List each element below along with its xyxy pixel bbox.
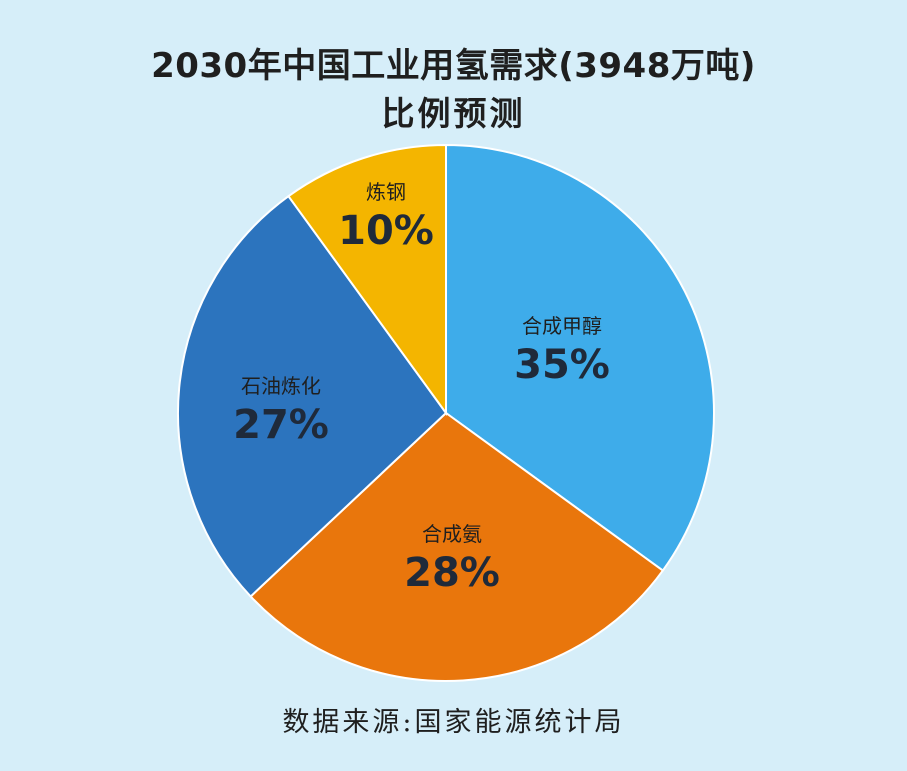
pie-slices — [177, 143, 715, 682]
chart-title-line-2: 比例预测 — [381, 94, 526, 133]
pie-labels: 合成甲醇 35% 合成氨 28% 石油炼化 27% 炼钢 10% — [233, 180, 610, 596]
slice-label-refining: 石油炼化 — [241, 374, 321, 398]
slice-percent-refining: 27% — [233, 402, 329, 448]
data-source-note: 数据来源:国家能源统计局 — [282, 707, 625, 738]
slice-percent-ammonia: 28% — [404, 550, 500, 596]
slice-percent-steel: 10% — [338, 208, 434, 254]
slice-percent-methanol: 35% — [514, 342, 610, 388]
slice-label-steel: 炼钢 — [366, 180, 406, 204]
slice-label-methanol: 合成甲醇 — [522, 314, 602, 338]
pie-slice-methanol — [445, 143, 715, 572]
pie-slice-ammonia — [249, 411, 665, 682]
pie-slice-steel — [287, 143, 447, 417]
chart-title-line-1: 2030年中国工业用氢需求(3948万吨) — [151, 46, 756, 86]
pie-slice-refining — [177, 194, 448, 598]
slice-label-ammonia: 合成氨 — [422, 522, 482, 546]
